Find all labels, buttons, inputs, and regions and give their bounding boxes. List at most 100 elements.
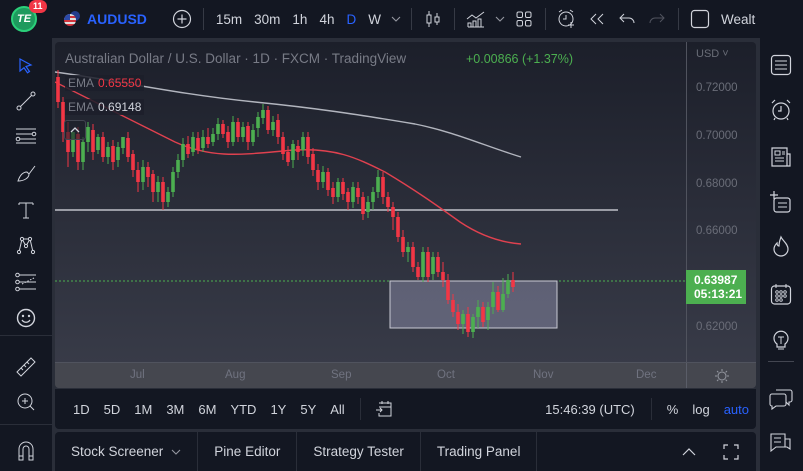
percent-scale-toggle[interactable]: %: [666, 401, 679, 417]
price-label: 0.66000: [696, 225, 738, 237]
chart-settings-button[interactable]: [686, 363, 756, 388]
square-icon: [690, 9, 710, 29]
chats-button[interactable]: [765, 383, 797, 415]
timeframe-dropdown[interactable]: [387, 4, 405, 34]
right-sidebar: [760, 38, 803, 471]
timeframe-w[interactable]: W: [368, 11, 381, 27]
timeframe-4h[interactable]: 4h: [319, 11, 335, 27]
time-axis[interactable]: Jul Aug Sep Oct Nov Dec: [55, 362, 756, 388]
bottom-panel: Stock Screener Pine Editor Strategy Test…: [55, 432, 756, 471]
timeframe-d[interactable]: D: [346, 11, 357, 27]
plus-circle-icon: [172, 9, 191, 29]
cursor-icon: [19, 57, 33, 74]
price-axis[interactable]: USD ˅ 0.72000 0.70000 0.68000 0.66000 0.…: [686, 42, 756, 362]
replay-icon: [590, 13, 604, 25]
text-tool[interactable]: [11, 195, 41, 225]
chevron-up-icon: [682, 447, 696, 455]
price-change: +0.00866 (+1.37%): [466, 52, 574, 66]
create-alert-button[interactable]: [552, 4, 582, 34]
indicator-ema-slow[interactable]: EMA 0.69148: [65, 99, 145, 115]
redo-button[interactable]: [642, 4, 672, 34]
range-5d[interactable]: 5D: [103, 401, 121, 417]
prediction-measure-icon: [15, 272, 36, 292]
brush-tool[interactable]: [11, 158, 41, 188]
magnet-tool[interactable]: [11, 436, 41, 466]
divider: [544, 8, 546, 30]
layout-button[interactable]: [509, 4, 539, 34]
watchlist-link-cutoff[interactable]: Wealt: [720, 11, 756, 27]
expand-panel-button[interactable]: [674, 437, 704, 467]
go-to-date-button[interactable]: [369, 394, 399, 424]
range-1m[interactable]: 1M: [134, 401, 153, 417]
hotlists-button[interactable]: [765, 231, 797, 263]
indicator-value: 0.65550: [98, 76, 142, 90]
divider: [0, 335, 52, 336]
symbol-search-button[interactable]: AUDUSD: [64, 11, 147, 27]
chevron-up-icon: [70, 127, 80, 133]
range-all[interactable]: All: [330, 401, 345, 417]
top-toolbar: TE 11 AUDUSD 15m 30m 1h 4h D W: [0, 0, 803, 38]
maximize-panel-button[interactable]: [716, 437, 746, 467]
watchlist-button[interactable]: [765, 49, 797, 81]
settings-sun-icon: [714, 369, 729, 383]
timeframe-30m[interactable]: 30m: [254, 11, 281, 27]
add-list-button[interactable]: [765, 186, 797, 218]
tab-trading-panel[interactable]: Trading Panel: [421, 432, 538, 471]
symbol-name: AUDUSD: [87, 11, 147, 27]
messages-button[interactable]: [765, 427, 797, 459]
range-5y[interactable]: 5Y: [300, 401, 317, 417]
divider: [410, 8, 412, 30]
compare-add-button[interactable]: [167, 4, 197, 34]
tab-stock-screener[interactable]: Stock Screener: [55, 432, 199, 471]
auto-scale-toggle[interactable]: auto: [723, 401, 749, 417]
prediction-tool[interactable]: [11, 267, 41, 297]
zoom-in-tool[interactable]: [11, 387, 41, 417]
log-scale-toggle[interactable]: log: [692, 401, 710, 417]
redo-icon: [649, 13, 665, 24]
time-label: Aug: [225, 369, 246, 381]
indicators-dropdown[interactable]: [491, 4, 509, 34]
news-button[interactable]: [765, 141, 797, 173]
message-icon: [770, 433, 791, 453]
undo-button[interactable]: [612, 4, 642, 34]
range-toolbar: 1D 5D 1M 3M 6M YTD 1Y 5Y All 15:46:39 (U…: [55, 389, 756, 429]
chart-type-button[interactable]: [418, 4, 448, 34]
collapse-legend-button[interactable]: [64, 120, 86, 140]
tab-strategy-tester[interactable]: Strategy Tester: [297, 432, 421, 471]
pattern-tool[interactable]: [11, 230, 41, 260]
text-icon: [18, 202, 34, 219]
currency-selector[interactable]: USD ˅: [696, 48, 729, 60]
clock-timezone[interactable]: 15:46:39 (UTC): [545, 401, 635, 417]
range-1d[interactable]: 1D: [73, 401, 90, 417]
timeframe-1h[interactable]: 1h: [292, 11, 308, 27]
range-1y[interactable]: 1Y: [270, 401, 287, 417]
candlesticks: [56, 70, 515, 338]
tab-label: Stock Screener: [71, 444, 164, 459]
brush-icon: [17, 165, 36, 182]
replay-button[interactable]: [582, 4, 612, 34]
indicator-ema-fast[interactable]: EMA 0.65550: [65, 75, 145, 91]
alarm-clock-icon: [771, 99, 791, 121]
cursor-tool[interactable]: [11, 51, 41, 81]
trend-line-tool[interactable]: [11, 86, 41, 116]
range-3m[interactable]: 3M: [166, 401, 185, 417]
fullscreen-square-button[interactable]: [685, 4, 715, 34]
maximize-icon: [723, 443, 739, 460]
measure-tool[interactable]: [11, 352, 41, 382]
emoji-tool[interactable]: [11, 303, 41, 333]
ideas-button[interactable]: [765, 324, 797, 356]
calendar-button[interactable]: [765, 278, 797, 310]
drawing-toolbar: [0, 38, 52, 471]
undo-icon: [619, 13, 635, 24]
logo-button[interactable]: TE 11: [11, 0, 47, 36]
fib-retracement-tool[interactable]: [11, 121, 41, 151]
range-6m[interactable]: 6M: [198, 401, 217, 417]
tab-pine-editor[interactable]: Pine Editor: [198, 432, 298, 471]
timeframe-15m[interactable]: 15m: [215, 11, 243, 27]
alerts-button[interactable]: [765, 94, 797, 126]
pattern-icon: [16, 236, 36, 255]
chart-pane[interactable]: Australian Dollar / U.S. Dollar · 1D · F…: [55, 42, 756, 388]
indicators-button[interactable]: [461, 4, 491, 34]
divider: [677, 8, 679, 30]
range-ytd[interactable]: YTD: [230, 401, 257, 417]
